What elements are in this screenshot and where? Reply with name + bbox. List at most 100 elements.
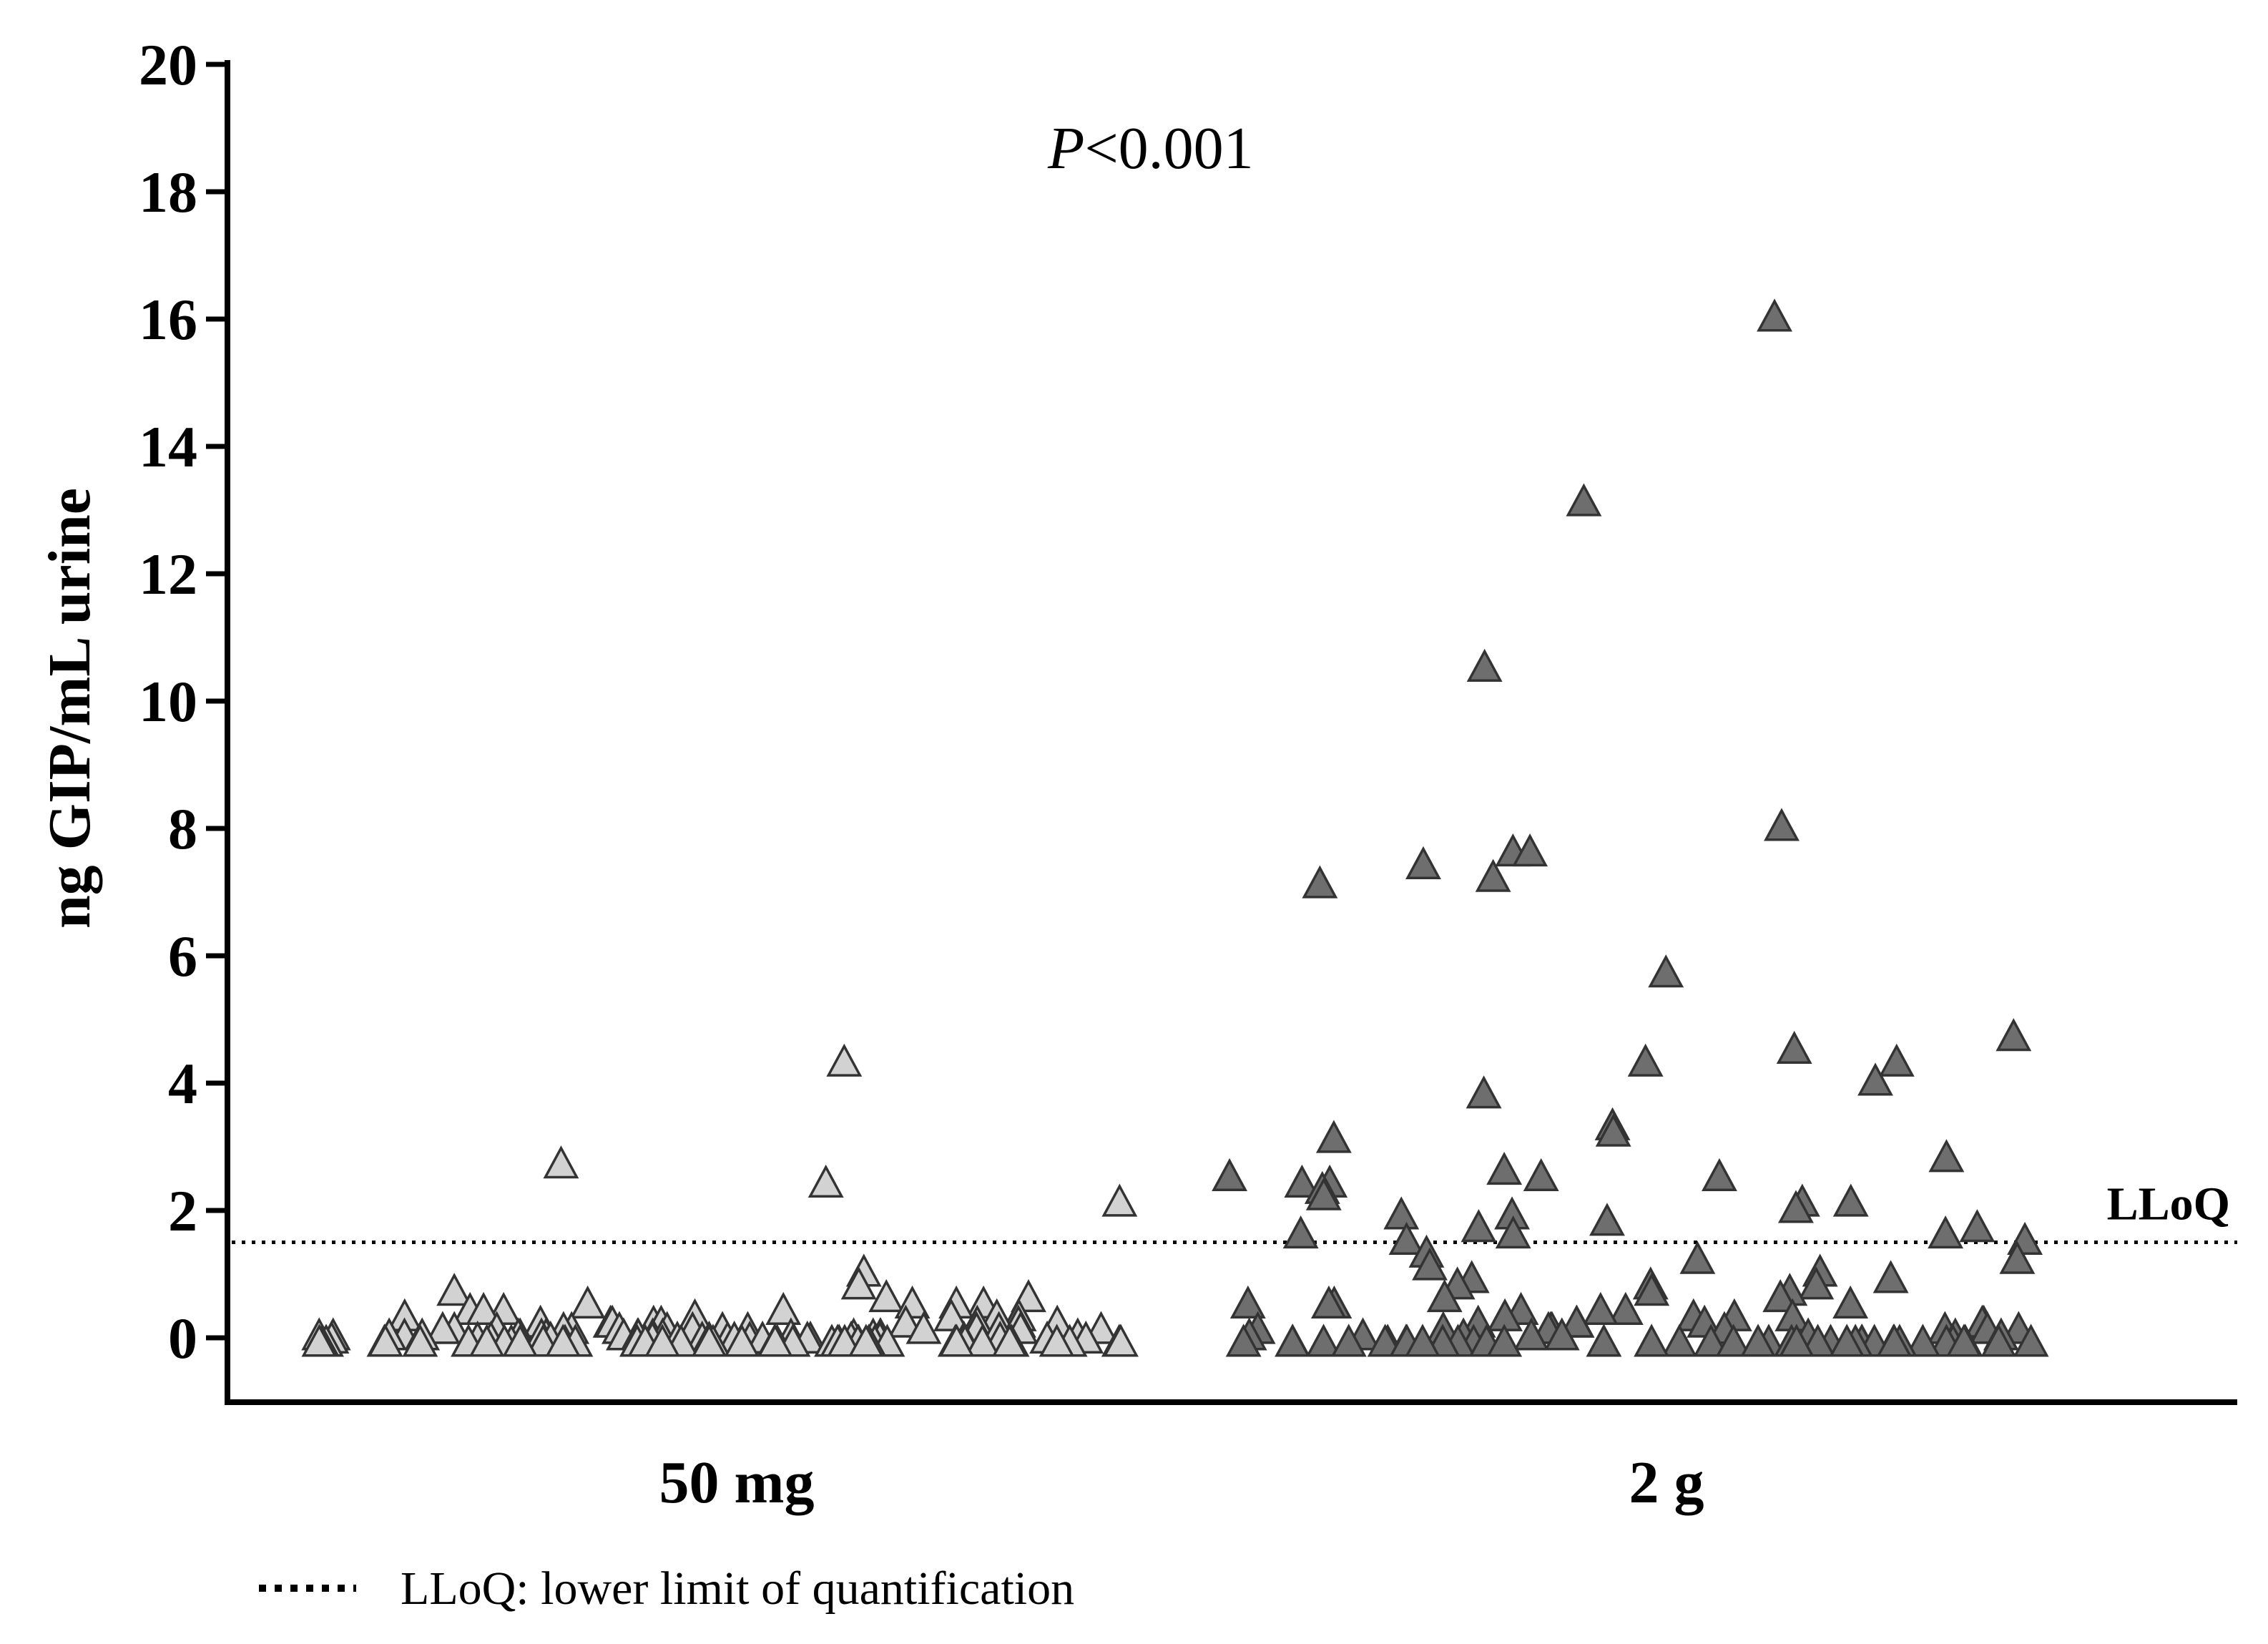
- point-2g: [1798, 1266, 1835, 1300]
- point-2g: [1648, 954, 1684, 988]
- point-50mg: [691, 1323, 727, 1357]
- point-50mg: [1103, 1323, 1139, 1357]
- point-50mg: [545, 1323, 581, 1357]
- point-2g: [1959, 1209, 1995, 1243]
- point-2g: [1225, 1323, 1262, 1357]
- point-2g: [1284, 1164, 1320, 1198]
- point-2g: [1586, 1323, 1622, 1357]
- y-tick-label: 10: [139, 669, 197, 734]
- point-2g: [1495, 1215, 1531, 1249]
- point-50mg: [938, 1323, 975, 1357]
- p-value-text: <0.001: [1084, 115, 1253, 182]
- point-50mg: [502, 1323, 539, 1357]
- point-2g: [1607, 1291, 1644, 1325]
- point-50mg: [466, 1291, 502, 1325]
- point-50mg: [888, 1304, 924, 1338]
- y-tick-label: 12: [139, 542, 197, 607]
- point-2g: [1486, 1152, 1523, 1185]
- point-50mg: [424, 1311, 461, 1344]
- point-2g: [1832, 1183, 1869, 1217]
- point-2g: [1513, 1317, 1549, 1351]
- point-2g: [1764, 808, 1800, 841]
- point-2g: [1426, 1279, 1463, 1313]
- point-2g: [1305, 1177, 1342, 1210]
- point-2g: [1878, 1043, 1915, 1077]
- point-2g: [1762, 1279, 1799, 1313]
- point-2g: [1627, 1043, 1664, 1077]
- point-2g: [1315, 1120, 1352, 1153]
- point-2g: [1702, 1158, 1737, 1192]
- point-50mg: [468, 1323, 505, 1357]
- y-tick-label: 6: [168, 924, 197, 989]
- point-2g: [1634, 1273, 1670, 1306]
- point-2g: [1800, 1323, 1836, 1357]
- point-50mg: [840, 1266, 877, 1300]
- y-axis-label: ng GIP/mL urine: [36, 488, 103, 929]
- point-50mg: [826, 1043, 863, 1077]
- point-2g: [1305, 1323, 1342, 1357]
- y-tick-label: 4: [168, 1051, 197, 1116]
- y-tick-label: 8: [168, 796, 197, 861]
- point-50mg: [436, 1273, 473, 1306]
- point-50mg: [644, 1323, 681, 1357]
- points-layer: [301, 298, 2049, 1357]
- point-50mg: [757, 1323, 793, 1357]
- point-2g: [1715, 1323, 1752, 1357]
- point-2g: [1693, 1323, 1729, 1357]
- point-50mg: [827, 1323, 863, 1357]
- point-2g: [1857, 1062, 1893, 1096]
- point-50mg: [569, 1285, 606, 1319]
- point-50mg: [724, 1323, 760, 1357]
- x-category-label: 2 g: [1629, 1449, 1704, 1516]
- point-2g: [1475, 858, 1511, 892]
- y-tick-label: 0: [168, 1306, 197, 1371]
- point-2g: [1980, 1323, 2017, 1357]
- point-2g: [1466, 1075, 1502, 1109]
- point-2g: [1829, 1323, 1865, 1357]
- y-tick-label: 2: [168, 1178, 197, 1243]
- point-2g: [1778, 1323, 1815, 1357]
- point-50mg: [964, 1323, 1001, 1357]
- point-2g: [1778, 1190, 1814, 1223]
- point-2g: [1412, 1247, 1448, 1281]
- point-2g: [1282, 1215, 1319, 1249]
- point-2g: [1566, 483, 1602, 517]
- point-2g: [1212, 1158, 1247, 1192]
- point-2g: [1999, 1241, 2036, 1274]
- point-2g: [1405, 1323, 1440, 1357]
- y-tick-label: 18: [139, 160, 197, 225]
- point-2g: [1466, 648, 1503, 682]
- point-2g: [1876, 1323, 1913, 1357]
- point-2g: [1486, 1323, 1523, 1357]
- point-2g: [1776, 1030, 1812, 1065]
- point-2g: [1367, 1323, 1403, 1357]
- point-2g: [1582, 1291, 1619, 1325]
- point-50mg: [905, 1311, 942, 1344]
- point-50mg: [402, 1323, 438, 1357]
- point-50mg: [933, 1298, 969, 1331]
- point-50mg: [543, 1145, 579, 1179]
- point-50mg: [807, 1164, 844, 1198]
- point-2g: [1302, 865, 1338, 899]
- point-2g: [1905, 1323, 1941, 1357]
- point-2g: [1832, 1285, 1869, 1319]
- p-value-annotation: P<0.001: [1047, 115, 1254, 182]
- point-50mg: [1039, 1323, 1075, 1357]
- y-tick-label: 20: [139, 32, 197, 97]
- point-50mg: [367, 1323, 403, 1357]
- point-2g: [1275, 1323, 1310, 1357]
- point-50mg: [765, 1291, 802, 1325]
- p-value-symbol: P: [1047, 115, 1084, 182]
- y-tick-label: 16: [139, 287, 197, 352]
- point-2g: [1634, 1323, 1670, 1357]
- point-2g: [1757, 298, 1792, 332]
- point-2g: [1928, 1215, 1964, 1249]
- point-50mg: [991, 1323, 1028, 1357]
- point-2g: [1589, 1203, 1625, 1236]
- lloq-label: LLoQ: [2107, 1178, 2230, 1230]
- text-layer: 0 2 4 6 8 10 12 14 16 18 20 ng GIP/mL urine 50 mg 2 g…: [36, 32, 2230, 1615]
- point-2g: [1523, 1158, 1559, 1192]
- point-50mg: [848, 1323, 884, 1357]
- point-2g: [1945, 1323, 1982, 1357]
- point-50mg: [301, 1323, 338, 1357]
